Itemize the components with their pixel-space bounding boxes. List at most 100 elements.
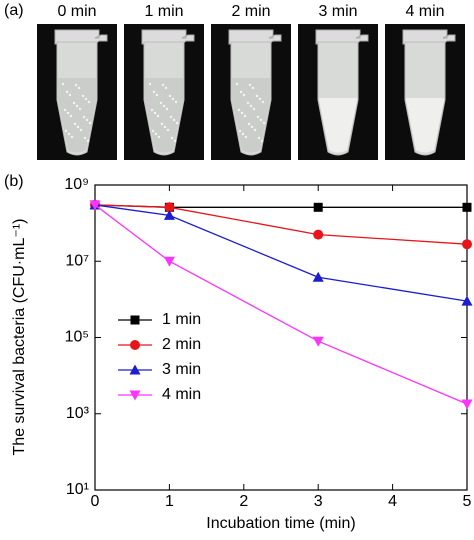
- speckle: [152, 90, 156, 94]
- marker: [461, 295, 473, 306]
- speckle: [153, 111, 157, 115]
- speckle: [79, 128, 83, 132]
- series-line: [94, 204, 468, 405]
- y-tick-label: 10⁹: [64, 176, 89, 193]
- tube-contents: [319, 98, 357, 153]
- photo-panel: 0 min 1 min 2 min 3 min 4 min: [37, 3, 465, 160]
- tube-label: 0 min: [57, 3, 96, 20]
- tube-contents: [406, 98, 444, 153]
- marker: [313, 229, 324, 240]
- speckle: [168, 94, 172, 98]
- marker: [89, 200, 101, 211]
- marker: [163, 209, 175, 220]
- panel-label: (a): [4, 2, 24, 19]
- speckle: [241, 132, 245, 136]
- tube-label: 2 min: [231, 3, 270, 20]
- speckle: [68, 93, 72, 97]
- marker: [164, 202, 175, 213]
- series-line: [94, 204, 468, 302]
- speckle: [258, 97, 262, 101]
- speckle: [86, 139, 90, 143]
- speckle: [151, 129, 155, 133]
- speckle: [65, 90, 69, 94]
- speckle: [76, 125, 80, 129]
- y-tick-label: 10¹: [66, 481, 89, 498]
- speckle: [237, 108, 241, 112]
- speckle: [243, 114, 247, 118]
- speckle: [175, 121, 179, 125]
- x-tick-label: 0: [91, 493, 100, 510]
- speckle: [251, 86, 255, 90]
- speckle: [261, 100, 265, 104]
- speckle: [166, 128, 170, 132]
- speckle: [255, 94, 259, 98]
- speckle: [88, 121, 92, 125]
- speckle: [155, 93, 159, 97]
- marker: [312, 336, 324, 347]
- speckle: [249, 104, 253, 108]
- legend-label: 4 min: [162, 386, 201, 403]
- marker: [462, 202, 472, 212]
- speckle: [67, 132, 71, 136]
- y-tick-label: 10⁷: [65, 252, 89, 269]
- speckle: [69, 114, 73, 118]
- speckle: [238, 129, 242, 133]
- speckle: [239, 90, 243, 94]
- speckle: [63, 108, 67, 112]
- plot-frame: [94, 184, 468, 491]
- tube-label: 1 min: [144, 3, 183, 20]
- x-axis-label: Incubation time (min): [206, 515, 355, 532]
- speckle: [150, 108, 154, 112]
- speckle: [64, 129, 68, 133]
- speckle: [161, 83, 165, 87]
- speckle: [82, 115, 86, 119]
- speckle: [253, 128, 257, 132]
- marker: [129, 390, 141, 401]
- speckle: [77, 86, 81, 90]
- speckle: [246, 101, 250, 105]
- speckle: [247, 122, 251, 126]
- speckle: [159, 101, 163, 105]
- speckle: [248, 83, 252, 87]
- speckle: [148, 82, 152, 86]
- speckle: [70, 135, 74, 139]
- x-tick-label: 5: [463, 493, 472, 510]
- speckle: [262, 121, 266, 125]
- speckle: [169, 115, 173, 119]
- speckle: [172, 118, 176, 122]
- speckle: [66, 111, 70, 115]
- tube-contents: [232, 78, 270, 153]
- y-axis-label: The survival bacteria (CFU·mL⁻¹): [11, 219, 28, 456]
- speckle: [162, 104, 166, 108]
- marker: [163, 256, 175, 267]
- speckle: [164, 86, 168, 90]
- speckle: [259, 118, 263, 122]
- speckle: [78, 107, 82, 111]
- speckle: [256, 115, 260, 119]
- marker: [312, 271, 324, 282]
- speckle: [257, 136, 261, 140]
- speckle: [156, 114, 160, 118]
- speckle: [72, 101, 76, 105]
- speckle: [61, 82, 65, 86]
- speckle: [235, 82, 239, 86]
- speckle: [163, 125, 167, 129]
- marker: [130, 315, 140, 325]
- speckle: [83, 136, 87, 140]
- legend-label: 3 min: [162, 361, 201, 378]
- speckle: [260, 139, 264, 143]
- speckle: [75, 104, 79, 108]
- x-tick-label: 2: [239, 493, 248, 510]
- y-tick-label: 10³: [66, 405, 90, 422]
- tube-contents: [58, 78, 96, 153]
- x-tick-label: 4: [388, 493, 397, 510]
- speckle: [165, 107, 169, 111]
- y-tick-label: 10⁵: [65, 329, 89, 346]
- speckle: [81, 94, 85, 98]
- speckle: [240, 111, 244, 115]
- marker: [129, 364, 141, 375]
- x-tick-label: 1: [165, 493, 174, 510]
- marker: [130, 340, 140, 350]
- speckle: [171, 97, 175, 101]
